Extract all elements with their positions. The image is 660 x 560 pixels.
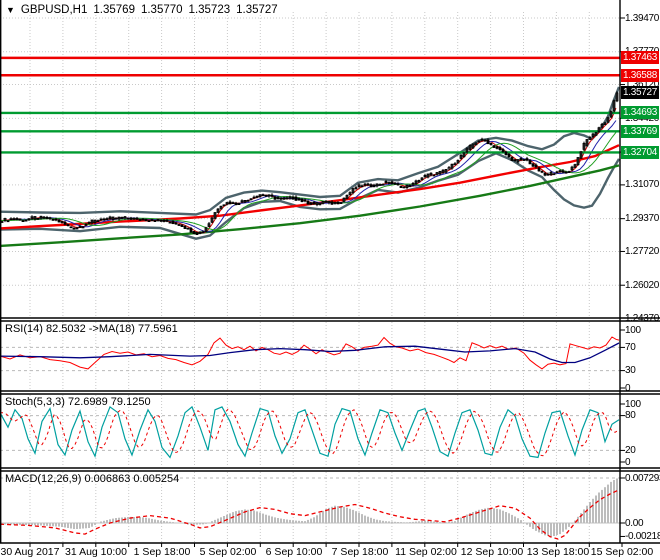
ohlc-open-value: 1.35769 (93, 4, 135, 16)
time-axis-label: 1 Sep 18:00 (133, 546, 191, 558)
indicator-axis-tick: 30 (625, 365, 636, 377)
price-axis-tick: 1.26020 (625, 279, 660, 291)
ohlc-close-value: 1.35727 (236, 4, 278, 16)
price-axis-tick: 1.39470 (625, 12, 660, 24)
time-axis-label: 7 Sep 18:00 (331, 546, 389, 558)
time-axis-label: 31 Aug 10:00 (65, 546, 127, 558)
ohlc-low-value: 1.35723 (188, 4, 231, 16)
support-level-tag[interactable]: 1.34693 (621, 106, 659, 120)
symbol-dropdown-icon[interactable]: ▼ (6, 5, 15, 15)
indicator-axis-tick: 100 (625, 324, 641, 336)
indicator-axis-tick: 80 (625, 410, 636, 422)
current-price-tag[interactable]: 1.35727 (621, 85, 659, 99)
price-axis-tick: 1.24370 (625, 312, 660, 324)
price-axis-tick: 1.36120 (625, 79, 660, 91)
indicator-axis-tick: 20 (625, 444, 636, 456)
resistance-level-tag[interactable]: 1.36588 (621, 68, 659, 82)
time-axis-label: 6 Sep 10:00 (265, 546, 323, 558)
time-axis-label: 11 Sep 02:00 (395, 546, 457, 558)
time-axis-label: 13 Sep 18:00 (526, 546, 590, 558)
macd-indicator-label: MACD(12,26,9) 0.006863 0.005254 (5, 473, 180, 485)
indicator-axis-tick: 70 (625, 341, 636, 353)
support-level-tag[interactable]: 1.33769 (621, 124, 659, 138)
indicator-axis-tick: 0 (625, 456, 631, 468)
indicator-axis-tick: 0.00 (625, 517, 644, 529)
indicator-axis-tick: -0.00218 (625, 530, 660, 542)
support-level-tag[interactable]: 1.32704 (621, 145, 659, 159)
chart-title: ▼ GBPUSD,H1 1.35769 1.35770 1.35723 1.35… (6, 4, 278, 16)
stoch-indicator-label: Stoch(5,3,3) 72.6989 79.1250 (5, 396, 151, 408)
time-axis-label: 5 Sep 02:00 (199, 546, 257, 558)
price-axis-tick: 1.29370 (625, 213, 660, 225)
indicator-axis-tick: 0 (625, 382, 631, 394)
time-axis-label: 30 Aug 2017 (0, 546, 60, 558)
time-axis-label: 15 Sep 02:00 (590, 546, 654, 558)
indicator-axis-tick: 0.007293 (625, 472, 660, 484)
symbol-timeframe-label: GBPUSD,H1 (20, 4, 88, 16)
indicator-axis-tick: 100 (625, 398, 641, 410)
resistance-level-tag[interactable]: 1.37463 (621, 51, 659, 65)
price-axis-tick: 1.31070 (625, 179, 660, 191)
ohlc-high-value: 1.35770 (140, 4, 183, 16)
time-axis-label: 12 Sep 10:00 (460, 546, 524, 558)
price-axis-tick: 1.27720 (625, 245, 660, 257)
rsi-indicator-label: RSI(14) 82.5032 ->MA(18) 77.5961 (5, 323, 178, 335)
